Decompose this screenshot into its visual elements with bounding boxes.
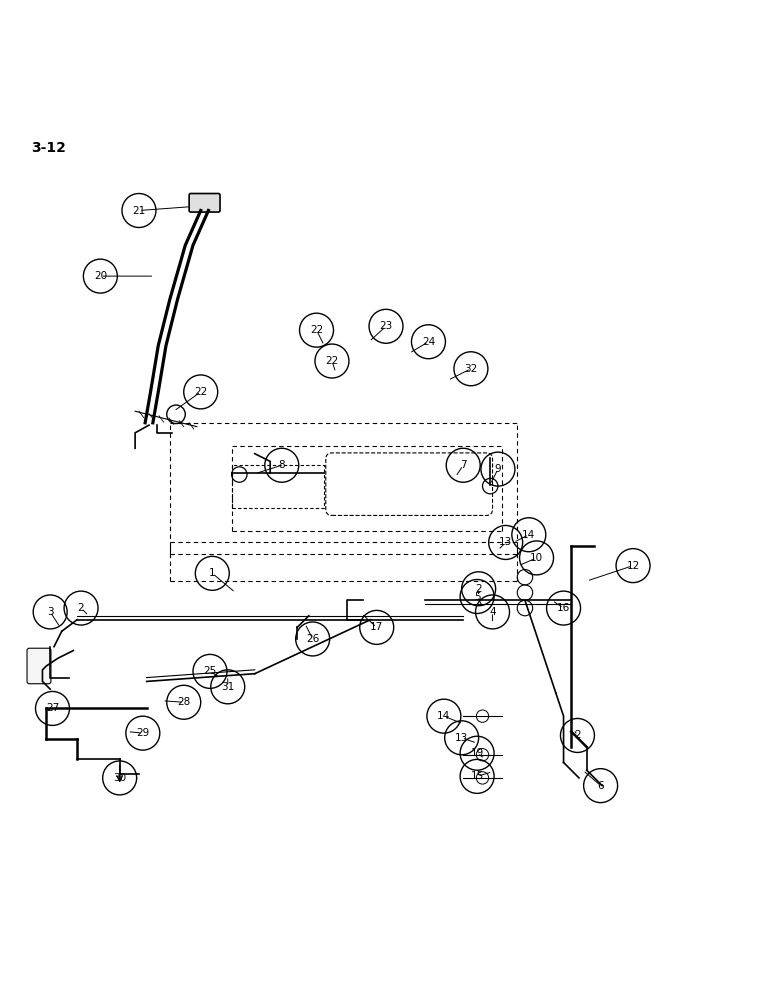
Text: 3-12: 3-12 xyxy=(31,141,66,155)
Text: 2: 2 xyxy=(574,730,581,740)
Text: 20: 20 xyxy=(93,271,107,281)
Text: 16: 16 xyxy=(557,603,571,613)
Text: 13: 13 xyxy=(455,733,469,743)
Text: 12: 12 xyxy=(626,561,640,571)
Text: 22: 22 xyxy=(194,387,208,397)
Text: 27: 27 xyxy=(46,703,59,713)
Text: 17: 17 xyxy=(370,622,384,632)
Text: 14: 14 xyxy=(437,711,451,721)
Text: 23: 23 xyxy=(379,321,393,331)
Text: 8: 8 xyxy=(279,460,285,470)
Text: 7: 7 xyxy=(460,460,466,470)
Text: 1: 1 xyxy=(209,568,215,578)
FancyBboxPatch shape xyxy=(27,648,51,684)
Text: 32: 32 xyxy=(464,364,478,374)
Text: 5: 5 xyxy=(474,591,480,601)
Text: 4: 4 xyxy=(489,607,496,617)
Text: 10: 10 xyxy=(530,553,543,563)
Text: 25: 25 xyxy=(203,666,217,676)
Text: 3: 3 xyxy=(47,607,53,617)
Text: 30: 30 xyxy=(113,773,127,783)
Text: 26: 26 xyxy=(306,634,320,644)
Text: 19: 19 xyxy=(470,748,484,758)
FancyBboxPatch shape xyxy=(189,194,220,212)
Text: 21: 21 xyxy=(132,206,146,216)
Text: 14: 14 xyxy=(522,530,536,540)
Text: 6: 6 xyxy=(598,781,604,791)
Text: 22: 22 xyxy=(310,325,323,335)
Text: 9: 9 xyxy=(495,464,501,474)
Text: 24: 24 xyxy=(422,337,435,347)
Text: 2: 2 xyxy=(476,584,482,594)
Text: 29: 29 xyxy=(136,728,150,738)
Text: 13: 13 xyxy=(499,537,513,547)
Text: 15: 15 xyxy=(470,771,484,781)
Text: 31: 31 xyxy=(221,682,235,692)
Text: 2: 2 xyxy=(78,603,84,613)
Text: 28: 28 xyxy=(177,697,191,707)
Text: 22: 22 xyxy=(325,356,339,366)
